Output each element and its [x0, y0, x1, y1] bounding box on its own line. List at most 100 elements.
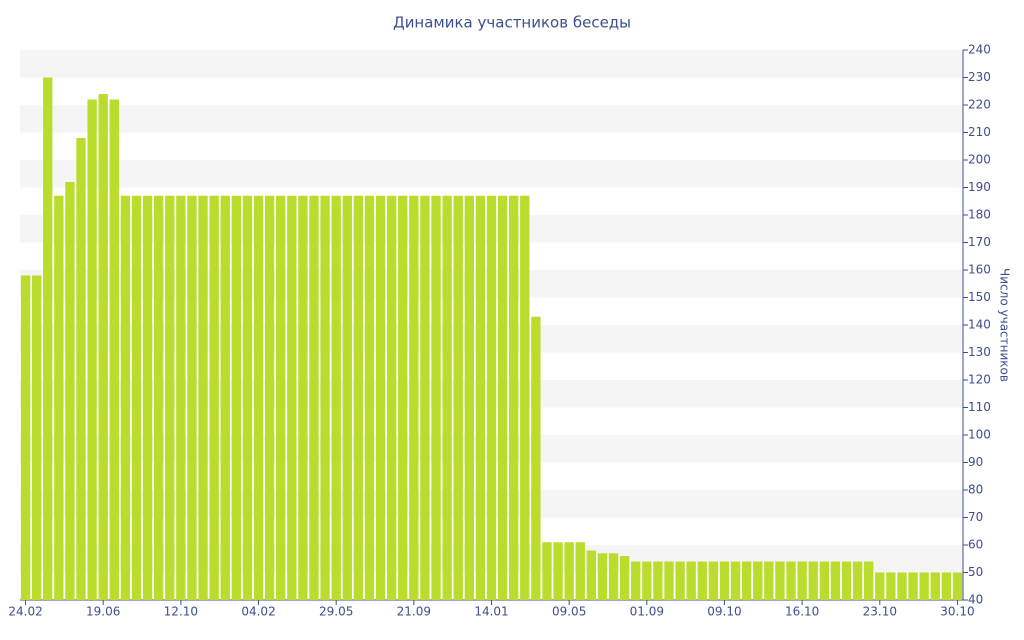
- bar: [442, 195, 452, 600]
- x-tick-label: 21.09: [397, 605, 431, 619]
- x-tick-label: 16.10: [785, 605, 819, 619]
- bar: [841, 561, 852, 600]
- bar: [198, 195, 208, 600]
- bar: [830, 561, 841, 600]
- y-tick-label: 60: [968, 538, 983, 552]
- bar: [586, 550, 597, 600]
- y-tick-label: 130: [968, 345, 991, 359]
- bar: [276, 195, 286, 600]
- bar: [764, 561, 774, 600]
- bar: [642, 561, 652, 600]
- y-tick-label: 40: [968, 593, 983, 607]
- bar: [109, 99, 119, 600]
- y-tick-label: 220: [968, 98, 991, 112]
- y-tick-label: 80: [968, 483, 983, 497]
- bar: [231, 195, 241, 600]
- bar: [542, 542, 552, 600]
- bar: [520, 195, 530, 600]
- bar: [808, 561, 818, 600]
- y-tick-label: 240: [968, 43, 991, 57]
- grid-band: [20, 50, 963, 78]
- bar: [753, 561, 763, 600]
- bar: [398, 195, 408, 600]
- bar: [386, 195, 397, 600]
- bar: [697, 561, 707, 600]
- bar: [176, 195, 186, 600]
- bar: [742, 561, 752, 600]
- bar: [875, 572, 885, 600]
- y-tick-label: 70: [968, 510, 983, 524]
- bar: [375, 195, 386, 600]
- bar: [509, 195, 519, 600]
- bar: [675, 561, 685, 600]
- bar: [952, 572, 963, 600]
- bar: [54, 195, 64, 600]
- y-axis-label: Число участников: [998, 268, 1012, 382]
- bar: [287, 195, 297, 600]
- bar: [708, 561, 719, 600]
- bar: [819, 561, 829, 600]
- grid-band: [20, 160, 963, 188]
- y-tick-label: 230: [968, 70, 991, 84]
- x-tick-label: 12.10: [164, 605, 198, 619]
- bar: [897, 572, 907, 600]
- bar: [264, 195, 275, 600]
- bar: [165, 195, 175, 600]
- bar: [575, 542, 585, 600]
- bar: [431, 195, 441, 600]
- bar: [309, 195, 319, 600]
- bar: [453, 195, 463, 600]
- bar: [76, 138, 86, 600]
- bar: [320, 195, 330, 600]
- bar: [730, 561, 741, 600]
- bar: [797, 561, 807, 600]
- bar: [409, 195, 419, 600]
- bar: [242, 195, 253, 600]
- bar: [886, 572, 896, 600]
- y-tick-label: 90: [968, 455, 983, 469]
- bar: [852, 561, 863, 600]
- bar: [475, 195, 486, 600]
- bar: [65, 182, 75, 600]
- y-tick-label: 50: [968, 565, 983, 579]
- y-tick-label: 200: [968, 153, 991, 167]
- bar: [497, 195, 508, 600]
- bar: [919, 572, 929, 600]
- bar: [631, 561, 641, 600]
- bar: [941, 572, 952, 600]
- bar: [20, 275, 31, 600]
- bar: [686, 561, 696, 600]
- bar: [187, 195, 197, 600]
- bar: [331, 195, 341, 600]
- x-tick-label: 01.09: [630, 605, 664, 619]
- x-tick-label: 14.01: [474, 605, 508, 619]
- bar: [154, 195, 164, 600]
- bar: [98, 94, 108, 600]
- bar: [553, 542, 563, 600]
- bar: [486, 195, 497, 600]
- bar: [619, 556, 630, 600]
- bar: [564, 542, 574, 600]
- bar: [131, 195, 142, 600]
- bar: [220, 195, 230, 600]
- x-tick-label: 09.05: [552, 605, 586, 619]
- bar: [719, 561, 730, 600]
- y-tick-label: 140: [968, 318, 991, 332]
- y-tick-label: 110: [968, 400, 991, 414]
- y-tick-label: 180: [968, 208, 991, 222]
- y-tick-label: 160: [968, 263, 991, 277]
- bar: [420, 195, 430, 600]
- bar: [298, 195, 308, 600]
- x-tick-label: 23.10: [863, 605, 897, 619]
- x-tick-label: 09.10: [707, 605, 741, 619]
- bar: [531, 316, 541, 600]
- bar: [597, 553, 608, 600]
- y-tick-label: 150: [968, 290, 991, 304]
- bar: [930, 572, 940, 600]
- bar: [786, 561, 796, 600]
- x-tick-label: 29.05: [319, 605, 353, 619]
- bar: [142, 195, 153, 600]
- y-tick-label: 170: [968, 235, 991, 249]
- bar: [120, 195, 131, 600]
